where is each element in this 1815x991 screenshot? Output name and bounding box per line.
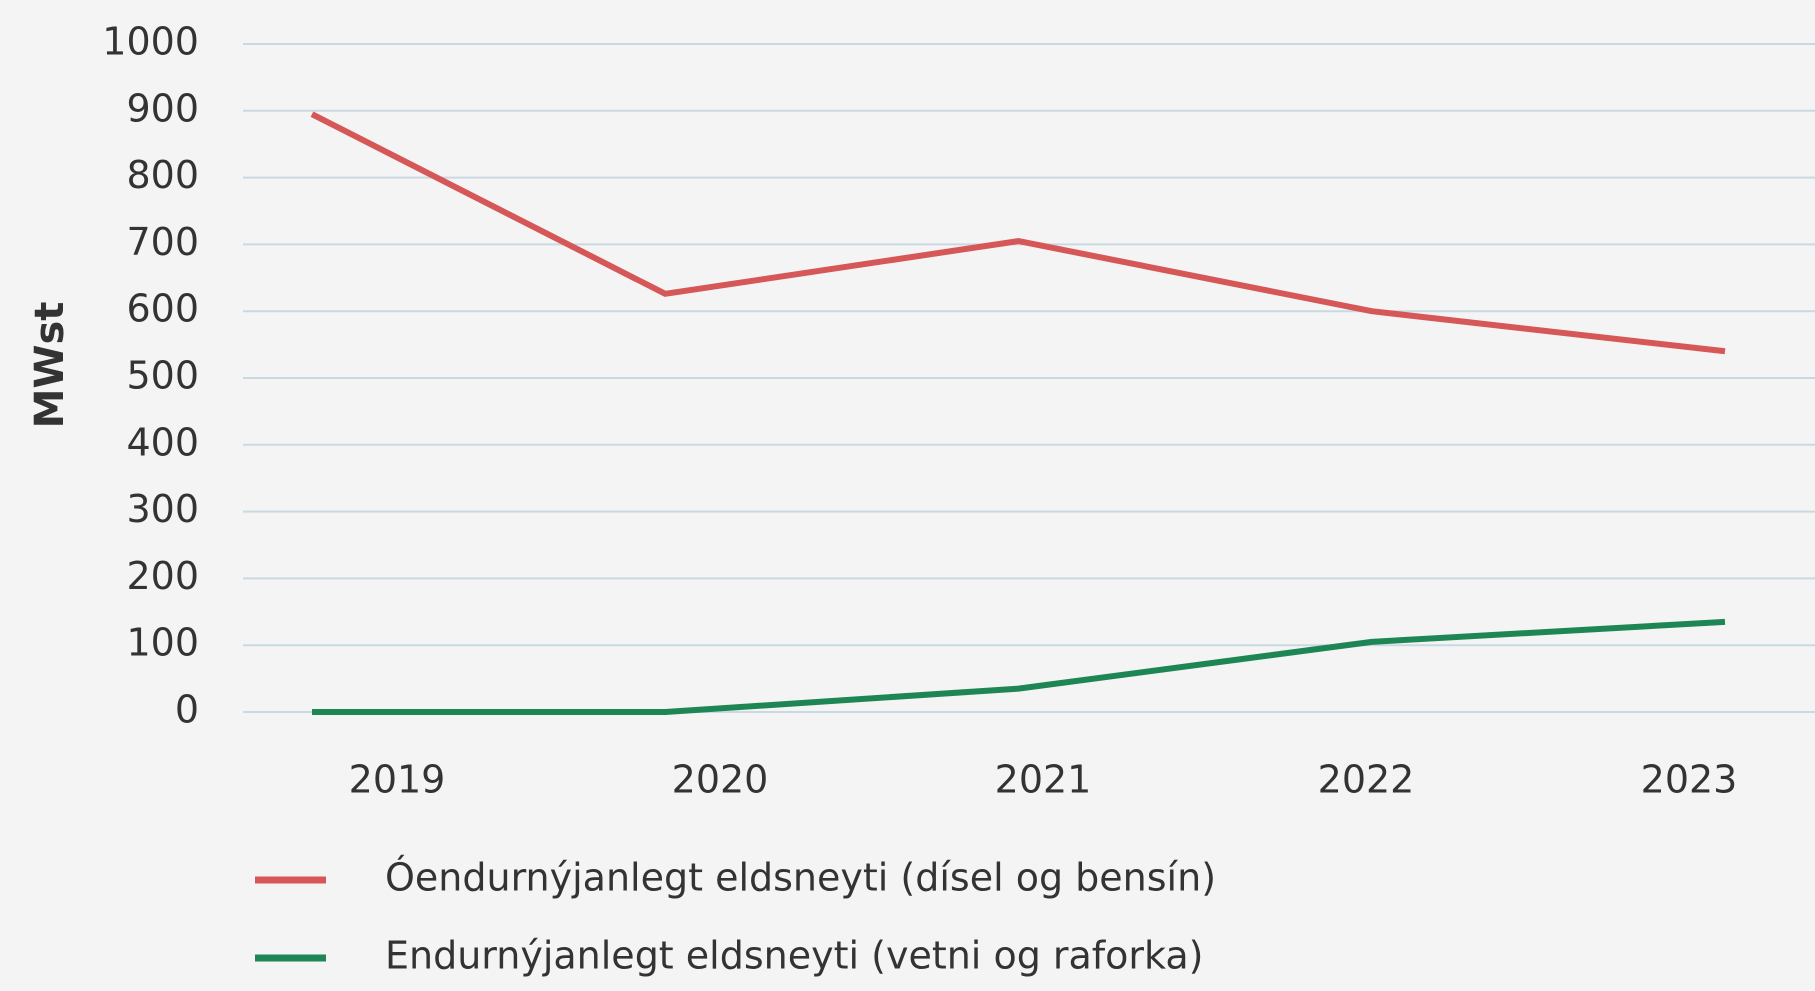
y-tick-label: 700 [126,220,199,264]
y-tick-label: 300 [126,487,199,531]
y-tick-label: 1000 [102,20,199,64]
legend-label: Óendurnýjanlegt eldsneyti (dísel og bens… [385,856,1216,900]
y-tick-label: 100 [126,621,199,665]
x-tick-label: 2021 [995,758,1092,802]
y-tick-label: 500 [126,354,199,398]
y-tick-label: 400 [126,420,199,464]
y-tick-label: 0 [175,688,199,732]
y-tick-label: 200 [126,554,199,598]
series-line [312,618,1726,715]
y-axis-label: MWst [27,302,73,429]
x-tick-label: 2019 [349,758,446,802]
y-tick-label: 900 [126,86,199,130]
series-line [310,111,1726,355]
x-tick-label: 2020 [672,758,769,802]
x-tick-label: 2023 [1641,758,1738,802]
y-tick-label: 600 [126,287,199,331]
legend-label: Endurnýjanlegt eldsneyti (vetni og rafor… [385,934,1204,978]
x-tick-label: 2022 [1318,758,1415,802]
y-tick-label: 800 [126,153,199,197]
